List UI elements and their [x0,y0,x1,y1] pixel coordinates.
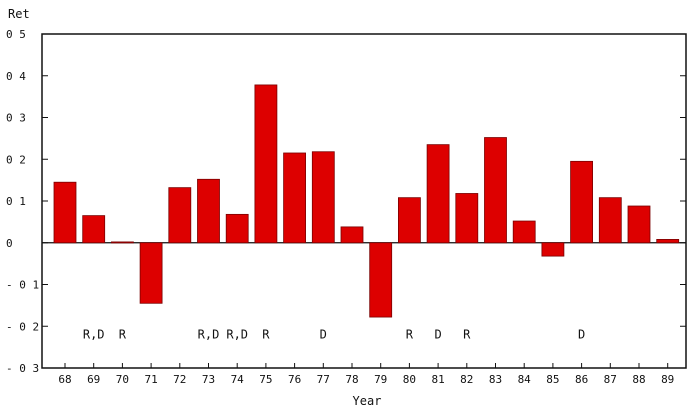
x-tick-label: 80 [403,373,416,386]
annotation-label: R [119,328,127,342]
x-tick-label: 89 [661,373,674,386]
x-tick-label: 81 [431,373,444,386]
bar-70 [111,241,134,244]
x-tick-label: 87 [604,373,617,386]
y-tick-label: 0 4 [6,70,26,83]
bar-81 [426,144,450,244]
bar-72 [168,187,192,244]
x-tick-label: 70 [116,373,129,386]
annotation-label: R,D [198,328,220,342]
x-axis-title: Year [353,394,382,408]
x-tick-label: 79 [374,373,387,386]
annotation-label: D [320,328,327,342]
x-tick-label: 77 [317,373,330,386]
x-tick-label: 74 [231,373,245,386]
y-axis-title: Ret [8,7,30,21]
x-tick-label: 84 [518,373,532,386]
y-tick-label: 0 2 [6,153,26,166]
bar-77 [311,151,335,244]
x-tick-label: 82 [460,373,473,386]
annotation-label: D [578,328,585,342]
bar-74 [225,213,249,244]
annotation-label: R [463,328,471,342]
y-tick-label: - 0 2 [6,320,39,333]
x-tick-label: 72 [173,373,186,386]
x-tick-label: 88 [632,373,645,386]
annotation-label: R,D [226,328,248,342]
x-tick-label: 86 [575,373,588,386]
annotation-label: R [406,328,414,342]
bar-86 [570,160,593,244]
annotation-label: D [434,328,441,342]
y-tick-label: 0 [6,237,13,250]
bar-71 [139,242,163,304]
bar-84 [512,220,536,244]
x-tick-label: 68 [58,373,71,386]
y-tick-label: 0 5 [6,28,26,41]
annotation-label: R,D [83,328,105,342]
bar-89 [656,239,680,244]
bar-68 [53,181,77,244]
annotation-label: R [262,328,270,342]
x-tick-label: 75 [259,373,272,386]
bar-79 [369,242,393,318]
y-tick-label: 0 3 [6,112,26,125]
bar-82 [455,193,479,244]
bar-69 [82,215,106,244]
x-tick-label: 73 [202,373,215,386]
bar-87 [598,197,622,244]
bar-83 [484,137,507,244]
x-tick-label: 78 [345,373,358,386]
x-tick-label: 71 [144,373,157,386]
y-tick-label: - 0 1 [6,279,39,292]
x-tick-label: 83 [489,373,502,386]
bar-75 [254,84,278,244]
x-tick-label: 69 [87,373,100,386]
y-tick-label: - 0 3 [6,362,39,375]
bar-88 [627,205,651,244]
bar-85 [541,242,565,257]
x-tick-label: 76 [288,373,301,386]
bar-76 [283,152,307,244]
bar-73 [197,178,220,244]
x-tick-label: 85 [546,373,559,386]
bar-78 [340,226,364,244]
bar-80 [397,197,421,244]
y-tick-label: 0 1 [6,195,26,208]
